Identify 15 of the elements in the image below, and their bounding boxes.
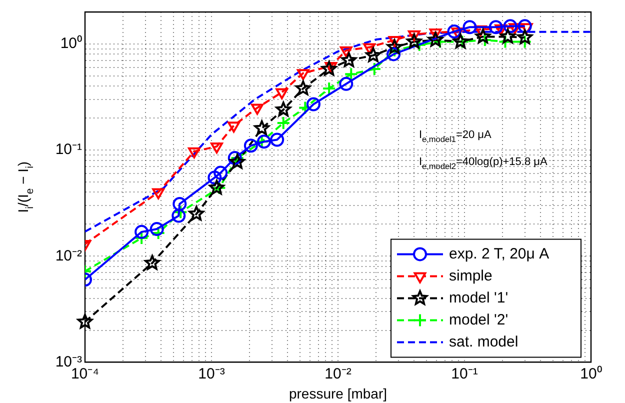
- x-tick-label: 10⁻²: [324, 365, 352, 382]
- x-tick-label: 10⁰: [580, 365, 602, 382]
- legend-label: simple: [449, 267, 492, 284]
- x-tick-label: 10⁻³: [198, 365, 225, 382]
- legend-label: model '1': [449, 289, 508, 306]
- y-tick-label: 10⁻²: [55, 247, 82, 264]
- x-tick-label: 10⁻¹: [451, 365, 478, 382]
- x-tick-label: 10⁻⁴: [70, 365, 100, 382]
- y-tick-label: 10⁰: [60, 35, 82, 52]
- legend-label: exp. 2 T, 20μ A: [449, 245, 550, 262]
- x-axis-title: pressure [mbar]: [288, 385, 388, 402]
- y-tick-label: 10⁻¹: [55, 141, 82, 158]
- legend-label: sat. model: [449, 333, 518, 350]
- y-axis-title: Ii/(Ie − Ii): [15, 161, 36, 213]
- legend-label: model '2': [449, 311, 508, 328]
